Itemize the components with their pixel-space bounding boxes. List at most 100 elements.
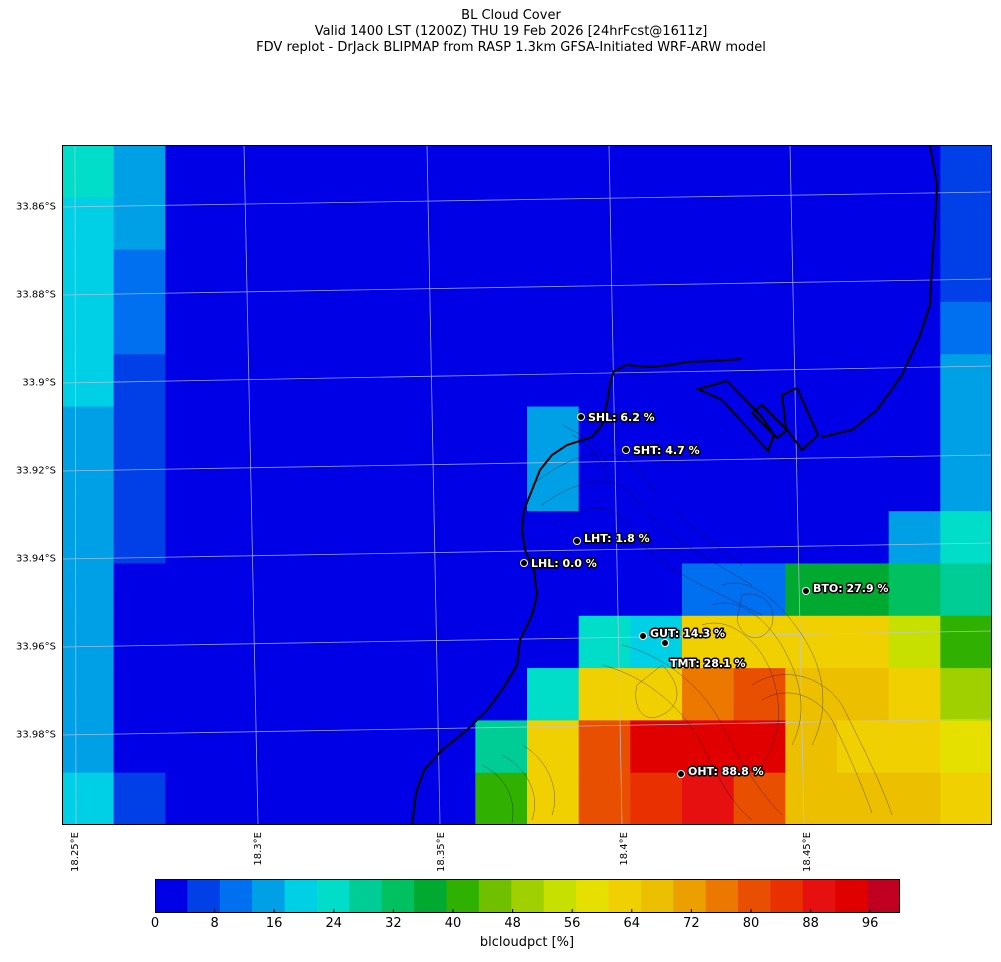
heatmap-cell: [837, 720, 890, 774]
heatmap-cell: [940, 145, 992, 198]
heatmap-cell: [372, 249, 425, 303]
heatmap-cell: [682, 249, 735, 303]
heatmap-cell: [527, 511, 580, 565]
heatmap-cell: [62, 197, 115, 251]
heatmap-cell: [423, 511, 476, 565]
heatmap-cell: [423, 668, 476, 721]
heatmap-cell: [475, 249, 528, 303]
colorbar-tick-label: 88: [802, 916, 819, 931]
heatmap-cell: [630, 301, 683, 355]
heatmap-cell: [165, 197, 218, 251]
longitude-label: 18.4°E: [619, 832, 630, 866]
map-source: FDV replot - DrJack BLIPMAP from RASP 1.…: [256, 40, 766, 55]
heatmap-cell: [217, 458, 270, 512]
heatmap-cell: [630, 563, 683, 617]
station-label-halo: LHT: 1.8 %: [584, 532, 650, 545]
heatmap-cell: [320, 197, 373, 251]
heatmap-cell: [165, 720, 218, 774]
heatmap-cell: [475, 511, 528, 565]
heatmap-cell: [682, 197, 735, 251]
heatmap-cell: [217, 406, 270, 460]
heatmap-cell: [62, 668, 115, 721]
heatmap-cell: [837, 563, 890, 617]
latitude-label: 33.98°S: [16, 729, 56, 741]
heatmap-cell: [372, 720, 425, 774]
heatmap-cell: [217, 563, 270, 617]
colorbar: [155, 879, 900, 913]
heatmap-cell: [578, 249, 631, 303]
heatmap-cell: [733, 249, 786, 303]
heatmap-cell: [217, 249, 270, 303]
heatmap-cell: [165, 772, 218, 825]
station-label-gut: GUT: 14.3 %: [650, 627, 725, 640]
heatmap-cell: [165, 145, 218, 198]
heatmap-cell: [940, 458, 992, 512]
contour-line: [761, 692, 873, 814]
heatmap-cell: [372, 772, 425, 825]
longitude-label: 18.45°E: [802, 832, 813, 872]
station-label-halo: GUT: 14.3 %: [650, 627, 725, 640]
heatmap-cell: [578, 354, 631, 408]
heatmap-cell: [320, 772, 373, 825]
heatmap-cell: [940, 511, 992, 565]
heatmap-cell: [372, 406, 425, 460]
heatmap-cell: [527, 249, 580, 303]
heatmap-cell: [423, 249, 476, 303]
colorbar-segment: [316, 879, 350, 913]
heatmap-cell: [578, 458, 631, 512]
graticule-lon-18-35: [426, 145, 441, 825]
colorbar-segment: [478, 879, 512, 913]
heatmap-cell: [62, 354, 115, 408]
heatmap-cell: [578, 615, 631, 669]
heatmap-cell: [682, 772, 735, 825]
heatmap-cell: [372, 145, 425, 198]
colorbar-segment: [673, 879, 707, 913]
colorbar-segment: [284, 879, 318, 913]
heatmap-cell: [113, 563, 166, 617]
heatmap-cell: [113, 301, 166, 355]
heatmap-cell: [630, 354, 683, 408]
heatmap-cell: [62, 249, 115, 303]
coastline: [411, 145, 939, 825]
heatmap-cell: [888, 772, 941, 825]
colorbar-tick-label: 32: [385, 916, 402, 931]
heatmap-cell: [888, 458, 941, 512]
colorbar-segment: [543, 879, 577, 913]
heatmap-cell: [165, 615, 218, 669]
heatmap-cell: [475, 301, 528, 355]
colorbar-segment: [511, 879, 545, 913]
heatmap-cell: [578, 197, 631, 251]
graticule-lat-33-94: [62, 542, 992, 560]
heatmap-cell: [527, 458, 580, 512]
heatmap-cell: [785, 615, 838, 669]
heatmap-cell: [630, 249, 683, 303]
heatmap-cell: [888, 511, 941, 565]
heatmap-cell: [268, 249, 321, 303]
colorbar-segment: [576, 879, 609, 913]
heatmap-cell: [578, 720, 631, 774]
colorbar-segment: [770, 879, 804, 913]
heatmap-cell: [372, 511, 425, 565]
heatmap-cell: [268, 197, 321, 251]
heatmap-cell: [888, 406, 941, 460]
contour-line: [721, 582, 824, 746]
heatmap-cell: [217, 354, 270, 408]
colorbar-segment: [155, 879, 188, 913]
heatmap-cell: [113, 406, 166, 460]
heatmap-cell: [372, 668, 425, 721]
heatmap-cell: [320, 249, 373, 303]
heatmap-cell: [113, 668, 166, 721]
station-label-halo: BTO: 27.9 %: [813, 582, 888, 595]
heatmap-cell: [475, 458, 528, 512]
contour-line: [711, 602, 802, 746]
heatmap-cell: [682, 668, 735, 721]
heatmap-cell: [423, 354, 476, 408]
heatmap-cell: [940, 301, 992, 355]
heatmap-cell: [62, 615, 115, 669]
heatmap-cell: [62, 406, 115, 460]
heatmap-cell: [475, 354, 528, 408]
heatmap-cell: [268, 301, 321, 355]
station-label-halo: LHL: 0.0 %: [531, 557, 597, 570]
colorbar-tick-label: 56: [563, 916, 581, 931]
colorbar-segment: [867, 879, 900, 913]
